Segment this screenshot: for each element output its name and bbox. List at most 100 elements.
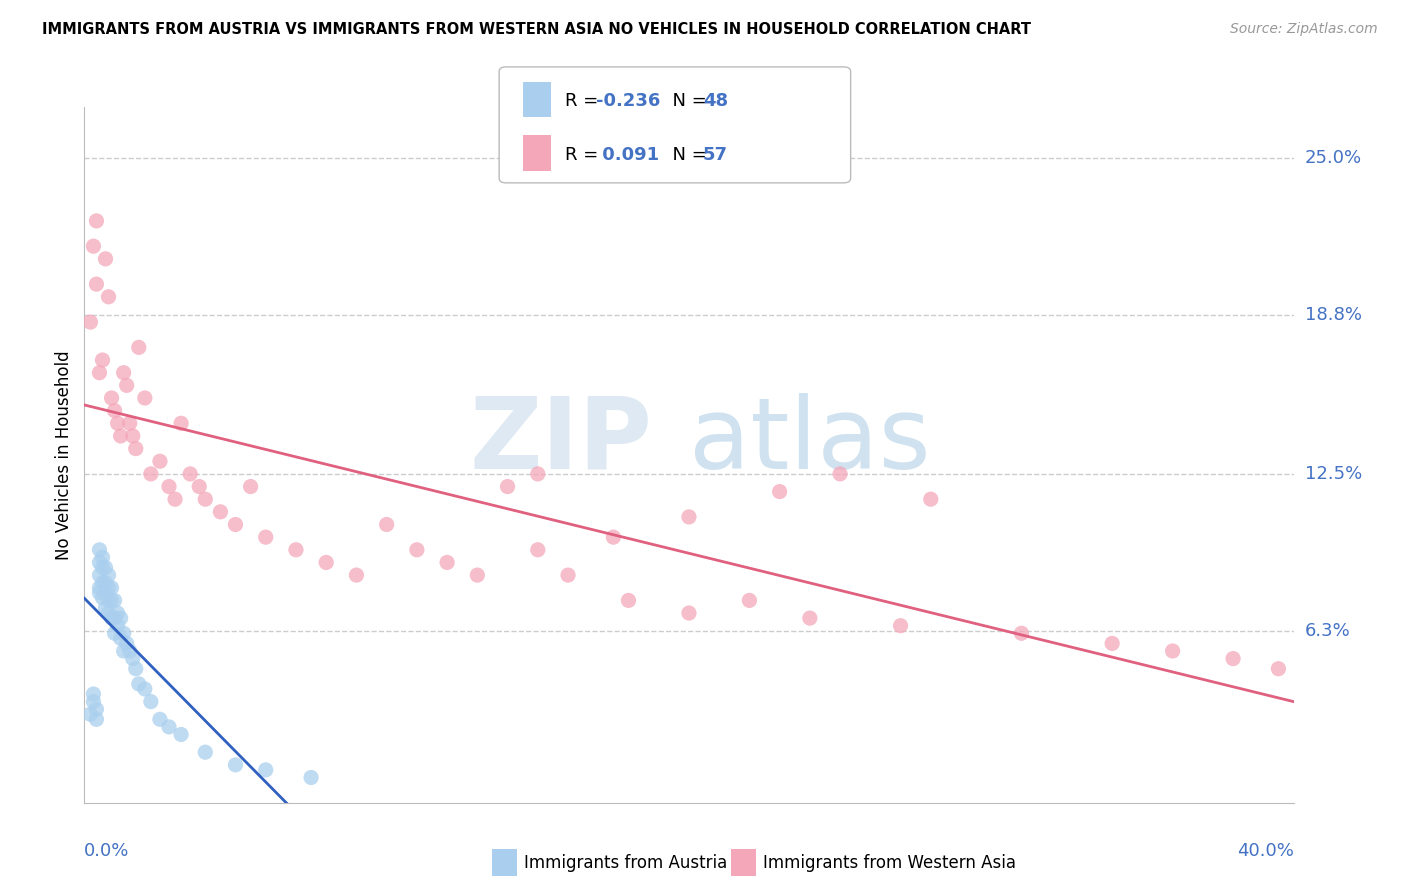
Point [225,517,247,532]
Point [89,556,111,570]
Point [97,568,120,582]
Point [112,626,135,640]
Point [299,771,322,785]
Point [1101,636,1123,650]
Point [118,417,141,431]
Point [1222,651,1244,665]
Point [112,644,135,658]
Point [128,677,150,691]
Point [110,429,132,443]
Point [97,290,120,304]
Point [526,542,548,557]
Text: 18.8%: 18.8% [1305,305,1361,324]
Text: Source: ZipAtlas.com: Source: ZipAtlas.com [1230,22,1378,37]
Point [94,575,117,590]
Point [557,568,579,582]
Point [315,556,337,570]
Point [89,568,111,582]
Point [209,505,232,519]
Point [188,479,211,493]
Point [375,517,398,532]
Text: 0.091: 0.091 [596,146,659,164]
Point [170,727,193,741]
Point [602,530,624,544]
Point [134,681,156,696]
Point [436,556,458,570]
Point [830,467,852,481]
Text: 6.3%: 6.3% [1305,622,1350,640]
Point [496,479,519,493]
Point [94,586,117,600]
Text: 0.0%: 0.0% [84,842,129,860]
Point [107,417,129,431]
Point [526,467,548,481]
Point [346,568,368,582]
Text: 12.5%: 12.5% [1305,465,1362,483]
Text: Immigrants from Austria: Immigrants from Austria [524,854,728,871]
Point [149,712,172,726]
Point [82,687,104,701]
Point [79,315,101,329]
Point [406,542,429,557]
Point [104,611,127,625]
Point [82,239,104,253]
Point [134,391,156,405]
Text: 48: 48 [703,93,728,111]
Point [107,606,129,620]
Point [125,442,148,456]
Point [94,560,117,574]
Point [678,606,700,620]
Point [86,277,108,292]
Point [86,702,108,716]
Point [86,712,108,726]
Point [467,568,489,582]
Point [139,467,162,481]
Point [1010,626,1032,640]
Point [920,492,942,507]
Point [115,378,138,392]
Point [769,484,792,499]
Point [110,632,132,646]
Point [104,593,127,607]
Point [104,626,127,640]
Point [738,593,761,607]
Point [799,611,821,625]
Point [254,530,277,544]
Point [179,467,201,481]
Point [89,586,111,600]
Point [91,353,114,368]
Point [125,662,148,676]
Point [100,581,122,595]
Point [91,591,114,605]
Point [678,509,700,524]
Point [91,560,114,574]
Point [89,581,111,595]
Point [79,707,101,722]
Point [110,611,132,625]
Point [284,542,308,557]
Point [157,720,180,734]
Point [194,492,217,507]
Point [82,695,104,709]
Point [97,606,120,620]
Point [1267,662,1289,676]
Point [86,214,108,228]
Point [94,601,117,615]
Text: 25.0%: 25.0% [1305,149,1362,167]
Point [170,417,193,431]
Point [91,575,114,590]
Point [254,763,277,777]
Text: -0.236: -0.236 [596,93,661,111]
Point [115,636,138,650]
Text: 57: 57 [703,146,728,164]
Text: Immigrants from Western Asia: Immigrants from Western Asia [763,854,1017,871]
Point [112,366,135,380]
Point [107,618,129,632]
Point [89,366,111,380]
Point [128,340,150,354]
Point [121,651,143,665]
Point [157,479,180,493]
Point [91,550,114,565]
Point [1161,644,1184,658]
Text: R =: R = [565,93,605,111]
